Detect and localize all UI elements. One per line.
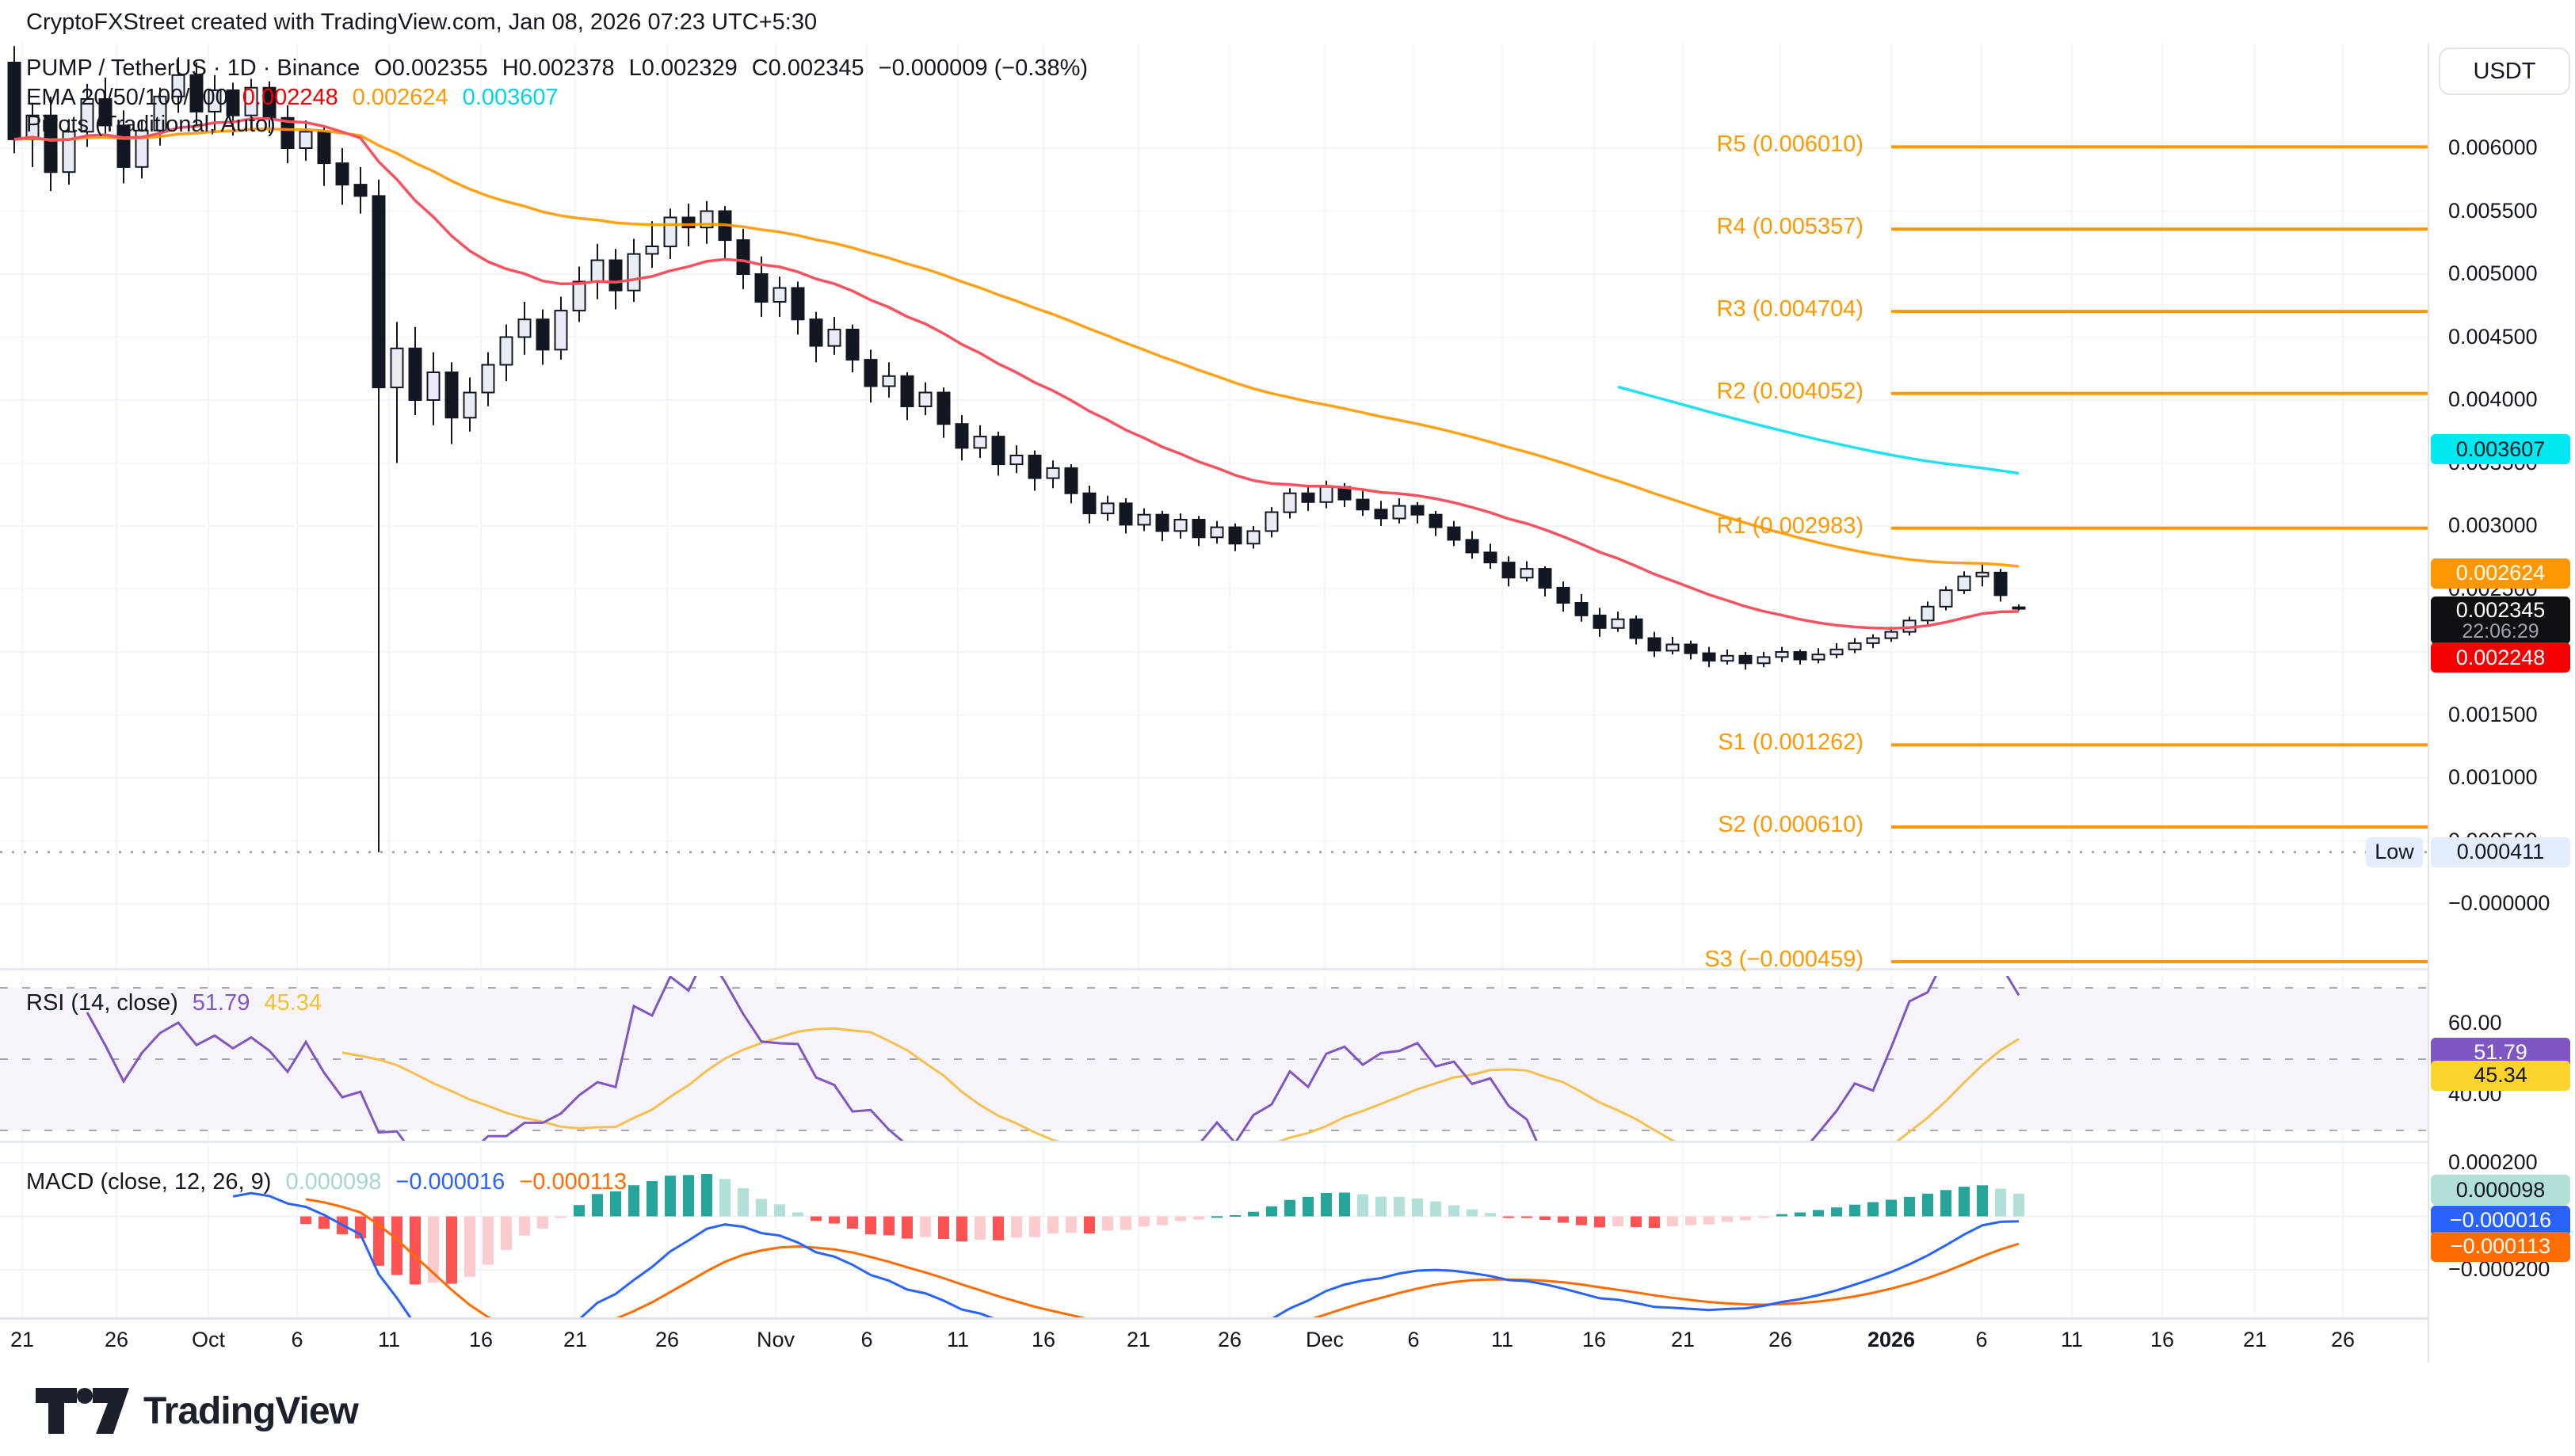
- macd-tick: 0.000200: [2448, 1150, 2538, 1174]
- rsi-indicator-label[interactable]: RSI (14, close): [26, 990, 178, 1016]
- tradingview-logo-icon: [36, 1388, 129, 1434]
- time-label-16: 16: [1581, 1328, 1607, 1351]
- ohlc-low: L0.002329: [628, 55, 738, 81]
- time-label-26: 26: [2330, 1328, 2356, 1351]
- tradingview-branding[interactable]: TradingView: [36, 1388, 359, 1434]
- time-label-21: 21: [2242, 1328, 2268, 1351]
- time-label-2026: 2026: [1867, 1328, 1916, 1351]
- pivot-label-s3: S3 (−0.000459): [1704, 946, 1864, 972]
- time-label-21: 21: [1126, 1328, 1151, 1351]
- rsi-value: 51.79: [192, 990, 250, 1016]
- ema20-value: 0.002248: [242, 85, 338, 110]
- macd-line-value: −0.000016: [395, 1169, 505, 1195]
- price-tick: 0.006000: [2448, 135, 2538, 159]
- price-scale-border: [2428, 44, 2429, 1363]
- time-label-11: 11: [1490, 1328, 1514, 1351]
- low-marker-value: 0.000411: [2431, 837, 2570, 867]
- price-tick: 0.004000: [2448, 387, 2538, 411]
- ohlc-change: −0.000009 (−0.38%): [878, 55, 1089, 81]
- symbol-legend-row[interactable]: PUMP / TetherUS · 1D · Binance O0.002355…: [26, 55, 1088, 82]
- price-tick: 0.003000: [2448, 513, 2538, 537]
- macd-legend-row[interactable]: MACD (close, 12, 26, 9) 0.000098 −0.0000…: [26, 1169, 627, 1195]
- macd-hist-value: 0.000098: [285, 1169, 382, 1195]
- time-label-21: 21: [563, 1328, 588, 1351]
- time-label-nov: Nov: [756, 1328, 795, 1351]
- pivot-label-s1: S1 (0.001262): [1718, 730, 1864, 756]
- price-tick: 0.001500: [2448, 702, 2538, 726]
- time-label-21: 21: [1670, 1328, 1696, 1351]
- time-label-dec: Dec: [1305, 1328, 1345, 1351]
- time-label-16: 16: [2150, 1328, 2175, 1351]
- ohlc-high: H0.002378: [502, 55, 615, 81]
- pivot-label-r2: R2 (0.004052): [1716, 378, 1864, 404]
- pivot-label-r3: R3 (0.004704): [1716, 296, 1864, 322]
- currency-toggle-button[interactable]: USDT: [2439, 48, 2570, 95]
- time-label-6: 6: [291, 1328, 303, 1351]
- time-label-oct: Oct: [191, 1328, 226, 1351]
- attribution-text: CryptoFXStreet created with TradingView.…: [26, 10, 818, 35]
- pivots-legend-row[interactable]: Pivots (Traditional, Auto): [26, 112, 276, 138]
- price-tick: 0.005000: [2448, 261, 2538, 285]
- macd-signal-axis-badge: −0.000113: [2431, 1231, 2570, 1262]
- bar-countdown: 22:06:29: [2462, 620, 2539, 643]
- price-tick: −0.000000: [2448, 891, 2550, 915]
- price-tick: 0.004500: [2448, 324, 2538, 349]
- time-label-21: 21: [10, 1328, 35, 1351]
- rsi-tick: 60.00: [2448, 1011, 2502, 1035]
- separator-main-rsi: [0, 968, 2428, 970]
- time-label-26: 26: [1768, 1328, 1793, 1351]
- time-label-11: 11: [377, 1328, 401, 1351]
- time-label-6: 6: [860, 1328, 873, 1351]
- rsi-pane[interactable]: [0, 976, 2428, 1141]
- time-label-26: 26: [1217, 1328, 1242, 1351]
- last-price-value: 0.002345: [2455, 597, 2546, 622]
- macd-line-axis-badge: −0.000016: [2431, 1205, 2570, 1236]
- time-label-26: 26: [654, 1328, 680, 1351]
- rsi-ma-value: 45.34: [264, 990, 322, 1016]
- separator-rsi-macd: [0, 1141, 2428, 1143]
- macd-signal-value: −0.000113: [519, 1169, 628, 1195]
- macd-indicator-label[interactable]: MACD (close, 12, 26, 9): [26, 1169, 272, 1195]
- time-label-16: 16: [1031, 1328, 1056, 1351]
- ohlc-open: O0.002355: [374, 55, 488, 81]
- time-label-6: 6: [1407, 1328, 1420, 1351]
- time-label-6: 6: [1975, 1328, 1988, 1351]
- time-label-16: 16: [468, 1328, 494, 1351]
- time-label-11: 11: [946, 1328, 970, 1351]
- macd-pane[interactable]: [0, 1145, 2428, 1317]
- low-marker-label: Low: [2366, 837, 2423, 867]
- time-label-11: 11: [2060, 1328, 2084, 1351]
- price-tick: 0.001000: [2448, 765, 2538, 789]
- pivots-indicator-label[interactable]: Pivots (Traditional, Auto): [26, 112, 276, 137]
- ohlc-close: C0.002345: [751, 55, 864, 81]
- ema-indicator-label[interactable]: EMA 20/50/100/200: [26, 85, 228, 110]
- pivot-label-r5: R5 (0.006010): [1716, 131, 1864, 158]
- symbol-title[interactable]: PUMP / TetherUS · 1D · Binance: [26, 55, 360, 81]
- last-price-badge: 0.002345 22:06:29: [2431, 597, 2570, 644]
- ema20-price-badge: 0.002248: [2431, 642, 2570, 673]
- pivot-label-r4: R4 (0.005357): [1716, 214, 1864, 240]
- separator-macd-timeaxis: [0, 1317, 2428, 1320]
- ema100-value: 0.003607: [462, 85, 559, 110]
- ema100-price-badge: 0.003607: [2431, 434, 2570, 465]
- main-price-pane[interactable]: [0, 44, 2428, 968]
- macd-hist-axis-badge: 0.000098: [2431, 1175, 2570, 1206]
- ema-legend-row[interactable]: EMA 20/50/100/200 0.002248 0.002624 0.00…: [26, 85, 559, 111]
- tradingview-logo-text: TradingView: [143, 1389, 359, 1432]
- pivot-label-s2: S2 (0.000610): [1718, 812, 1864, 837]
- pivot-label-r1: R1 (0.002983): [1716, 513, 1864, 539]
- price-tick: 0.005500: [2448, 198, 2538, 223]
- time-label-26: 26: [104, 1328, 129, 1351]
- ema50-price-badge: 0.002624: [2431, 558, 2570, 589]
- ema50-value: 0.002624: [352, 85, 448, 110]
- rsi-legend-row[interactable]: RSI (14, close) 51.79 45.34: [26, 990, 322, 1016]
- rsi-ma-axis-badge: 45.34: [2431, 1060, 2570, 1091]
